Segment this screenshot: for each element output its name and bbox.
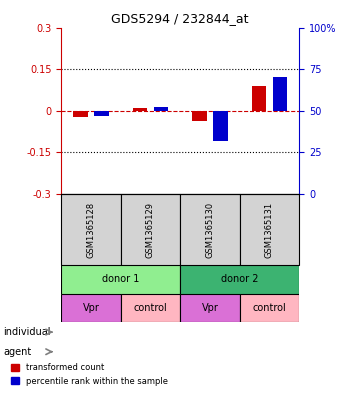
Text: agent: agent: [3, 347, 32, 357]
FancyBboxPatch shape: [240, 194, 299, 265]
FancyBboxPatch shape: [121, 194, 180, 265]
FancyBboxPatch shape: [240, 294, 299, 322]
Text: Vpr: Vpr: [83, 303, 99, 313]
Bar: [73, 111, 88, 117]
FancyBboxPatch shape: [61, 294, 121, 322]
Bar: [213, 111, 228, 141]
Bar: [252, 86, 266, 111]
Bar: [94, 111, 109, 116]
Bar: [192, 111, 207, 121]
Text: GSM1365130: GSM1365130: [205, 202, 215, 258]
Text: donor 1: donor 1: [102, 274, 139, 285]
Text: control: control: [253, 303, 286, 313]
Text: GSM1365131: GSM1365131: [265, 202, 274, 258]
Text: Vpr: Vpr: [202, 303, 218, 313]
Text: control: control: [134, 303, 167, 313]
FancyBboxPatch shape: [61, 194, 121, 265]
Text: donor 2: donor 2: [221, 274, 258, 285]
Text: individual: individual: [3, 327, 51, 337]
FancyBboxPatch shape: [121, 294, 180, 322]
FancyBboxPatch shape: [180, 194, 240, 265]
FancyBboxPatch shape: [180, 294, 240, 322]
Legend: transformed count, percentile rank within the sample: transformed count, percentile rank withi…: [7, 360, 171, 389]
Text: GSM1365129: GSM1365129: [146, 202, 155, 257]
FancyBboxPatch shape: [61, 265, 180, 294]
Text: GSM1365128: GSM1365128: [86, 202, 96, 258]
Title: GDS5294 / 232844_at: GDS5294 / 232844_at: [112, 12, 249, 25]
Bar: [273, 77, 287, 111]
FancyBboxPatch shape: [180, 265, 299, 294]
Bar: [154, 107, 168, 111]
Bar: [133, 108, 147, 111]
